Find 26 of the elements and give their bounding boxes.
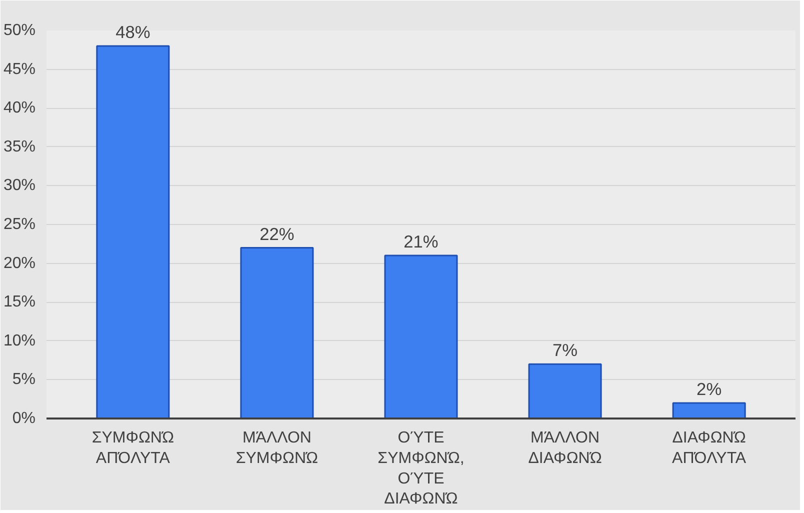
x-tick-label: ΟΎΤΕ ΣΥΜΦΩΝΏ, ΟΎΤΕ ΔΙΑΦΩΝΏ: [378, 430, 464, 508]
bar: [96, 45, 170, 418]
bar: [384, 254, 458, 418]
bar: [240, 247, 314, 418]
y-tick-label: 15%: [3, 294, 36, 311]
y-tick-label: 35%: [3, 138, 36, 156]
x-tick-label: ΣΥΜΦΩΝΏ ΑΠΌΛΥΤΑ: [92, 430, 174, 467]
data-label: 7%: [552, 340, 578, 360]
y-tick-label: 30%: [3, 177, 36, 194]
data-label: 21%: [404, 232, 438, 252]
x-tick-label: ΔΙΑΦΩΝΏ ΑΠΌΛΥΤΑ: [672, 430, 746, 467]
data-label: 2%: [696, 378, 722, 399]
y-tick-label: 25%: [3, 216, 36, 233]
x-tick-label: ΜΆΛΛΟΝ ΔΙΑΦΩΝΏ: [528, 430, 602, 467]
bar: [528, 363, 602, 418]
y-tick-label: 40%: [3, 100, 36, 117]
y-tick-label: 50%: [3, 22, 36, 39]
y-tick-label: 45%: [3, 60, 36, 78]
y-tick-label: 20%: [3, 254, 36, 272]
bar: [672, 402, 746, 418]
x-tick-label: ΜΆΛΛΟΝ ΣΥΜΦΩΝΏ: [236, 430, 318, 467]
y-tick-label: 10%: [3, 332, 36, 350]
y-tick-label: 5%: [12, 371, 36, 388]
data-label: 22%: [260, 224, 294, 244]
data-label: 48%: [116, 22, 150, 42]
y-tick-label: 0%: [12, 410, 36, 427]
